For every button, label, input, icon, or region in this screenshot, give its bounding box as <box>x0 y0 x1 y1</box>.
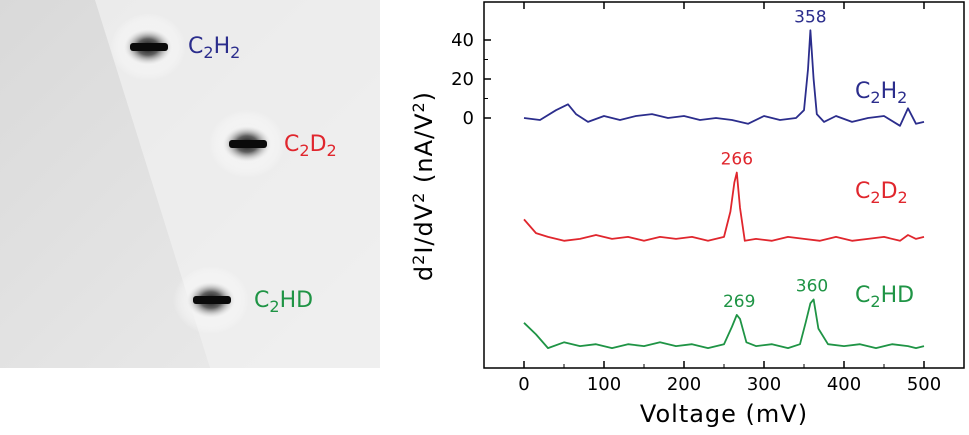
x-tick-label: 0 <box>518 374 529 395</box>
molecule-c2d2-spot <box>209 110 285 178</box>
x-axis: 0 100 200 300 400 500 <box>483 2 965 395</box>
peak-label: 360 <box>796 276 828 296</box>
y-tick-label: 40 <box>451 30 474 51</box>
labels-layer: 358 C2H2 266 C2D2 269 360 C2HD <box>721 7 914 312</box>
y-axis: 0 20 40 <box>451 30 491 129</box>
stm-label-c2h2: C2H2 <box>188 34 240 62</box>
peak-label: 266 <box>721 150 753 170</box>
x-tick-label: 100 <box>587 374 621 395</box>
peak-label: 269 <box>723 292 755 312</box>
y-tick-label: 0 <box>463 108 474 129</box>
y-tick-label: 20 <box>451 69 474 90</box>
molecule-c2h2-spot <box>110 13 186 81</box>
series-line-c2hd <box>523 298 925 350</box>
stm-label-c2hd: C2HD <box>254 288 313 316</box>
x-tick-label: 400 <box>827 374 861 395</box>
series-label-c2d2: C2D2 <box>855 179 908 207</box>
x-tick-label: 200 <box>667 374 701 395</box>
x-axis-title: Voltage (mV) <box>640 400 808 428</box>
series-layer <box>523 29 925 350</box>
peak-label: 358 <box>794 7 826 27</box>
stm-image-panel: C2H2 C2D2 C2HD <box>0 0 380 368</box>
series-label-c2hd: C2HD <box>855 283 914 311</box>
series-label-c2h2: C2H2 <box>855 79 907 107</box>
y-axis-title: d2I/dV2 (nA/V2) <box>409 91 438 281</box>
stm-label-c2d2: C2D2 <box>284 132 337 160</box>
series-line-c2h2 <box>523 29 925 127</box>
x-tick-label: 300 <box>747 374 781 395</box>
series-line-c2d2 <box>523 171 925 242</box>
spectra-chart: 0 100 200 300 400 500 0 20 40 358 C2H2 266 C2D2 269… <box>409 1 965 428</box>
x-tick-label: 500 <box>907 374 941 395</box>
molecule-c2hd-spot <box>173 266 249 334</box>
